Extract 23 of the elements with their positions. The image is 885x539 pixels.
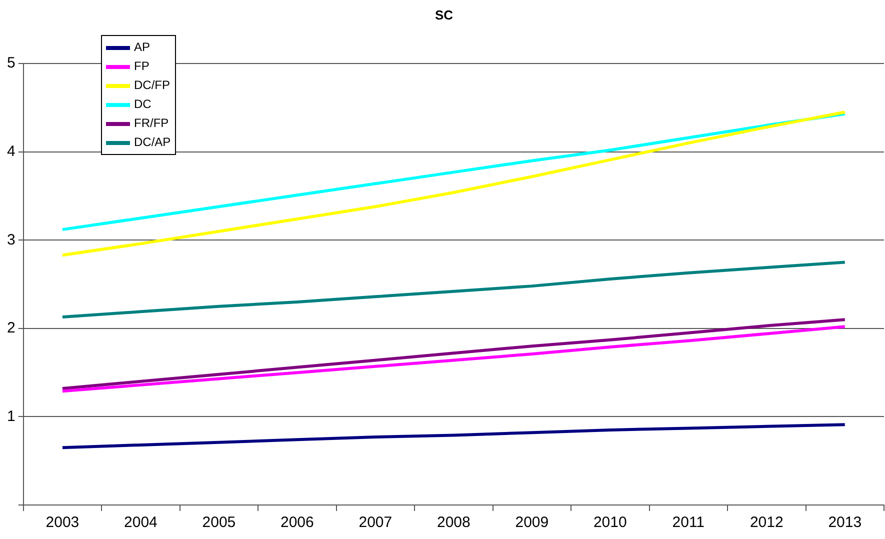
legend-label: FP	[134, 58, 150, 75]
x-tick-label: 2004	[124, 514, 158, 532]
x-tick-label: 2008	[436, 514, 470, 532]
y-tick-label: 4	[7, 143, 16, 160]
legend-label: FR/FP	[134, 115, 169, 132]
y-tick-label: 5	[7, 54, 16, 72]
x-tick-label: 2006	[280, 514, 314, 532]
legend-label: AP	[134, 39, 150, 56]
x-tick-label: 2007	[358, 514, 392, 532]
x-tick-label: 2011	[672, 514, 705, 532]
x-tick-label: 2012	[750, 514, 784, 532]
x-tick-label: 2009	[515, 514, 549, 532]
legend-label: DC/FP	[134, 77, 170, 94]
legend-label: DC/AP	[134, 134, 171, 151]
x-tick-label: 2003	[46, 514, 80, 532]
y-tick-label: 3	[7, 231, 16, 248]
chart-title: SC	[434, 7, 454, 22]
y-tick-label: 2	[7, 320, 16, 337]
legend-label: DC	[134, 96, 152, 113]
x-tick-label: 2013	[828, 514, 862, 532]
x-tick-label: 2010	[593, 514, 627, 532]
y-tick-label: 1	[7, 408, 16, 425]
x-tick-label: 2005	[202, 514, 236, 532]
